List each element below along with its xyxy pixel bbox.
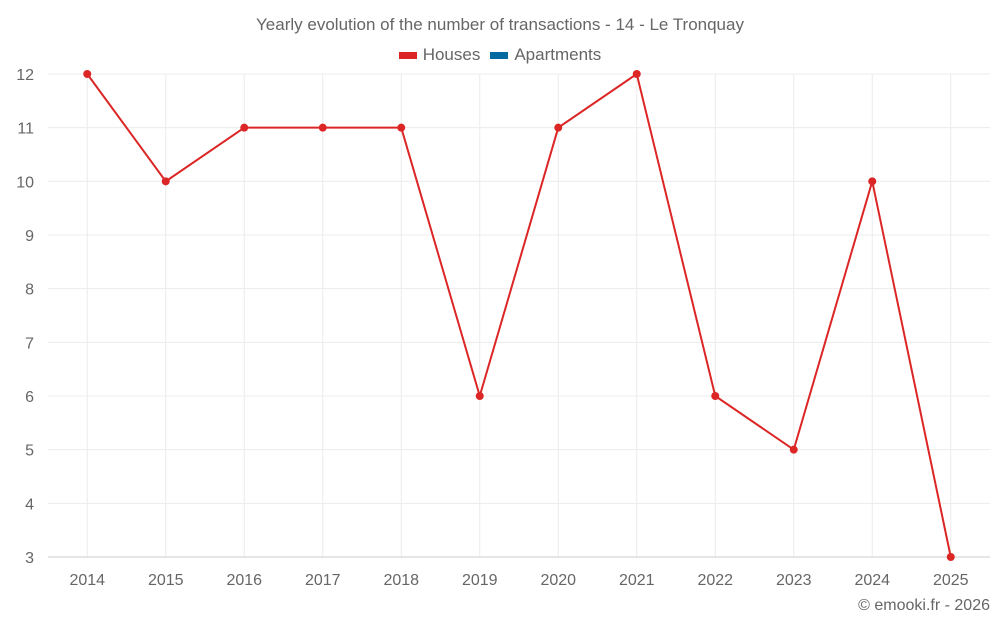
y-tick-label: 4	[25, 496, 34, 513]
chart-title: Yearly evolution of the number of transa…	[256, 15, 744, 34]
y-tick-label: 10	[16, 174, 34, 191]
credit: © emooki.fr - 2026	[858, 597, 990, 614]
x-tick-label: 2020	[540, 572, 576, 589]
y-tick-label: 12	[16, 67, 34, 84]
x-tick-label: 2017	[305, 572, 341, 589]
x-tick-label: 2023	[776, 572, 812, 589]
legend-label-apartments: Apartments	[514, 45, 602, 64]
y-tick-label: 8	[25, 282, 34, 299]
y-tick-label: 5	[25, 443, 34, 460]
data-point-houses	[946, 553, 955, 561]
data-point-houses	[240, 123, 249, 132]
series-line-houses	[86, 72, 952, 558]
data-point-houses	[868, 177, 877, 186]
y-tick-label: 9	[25, 228, 34, 245]
data-point-houses	[161, 177, 170, 186]
data-point-houses	[789, 445, 798, 454]
data-point-houses	[318, 123, 327, 132]
x-tick-label: 2019	[462, 572, 498, 589]
x-tick-label: 2016	[226, 572, 262, 589]
x-tick-label: 2022	[697, 572, 733, 589]
data-point-houses	[397, 123, 406, 132]
y-tick-label: 7	[25, 335, 34, 352]
y-tick-label: 6	[25, 389, 34, 406]
legend: Houses Apartments	[0, 45, 1000, 65]
legend-item-apartments[interactable]: Apartments	[490, 45, 601, 65]
x-tick-label: 2015	[148, 572, 184, 589]
x-tick-label: 2021	[619, 572, 655, 589]
data-point-houses	[711, 392, 720, 400]
data-point-houses	[554, 123, 563, 132]
data-point-houses	[475, 392, 484, 400]
legend-item-houses[interactable]: Houses	[398, 45, 481, 65]
y-tick-label: 11	[17, 121, 34, 138]
data-point-houses	[632, 70, 641, 78]
y-tick-label: 3	[25, 550, 34, 567]
legend-label-houses: Houses	[422, 45, 481, 64]
legend-swatch-apartments	[490, 51, 509, 59]
legend-swatch-houses	[398, 51, 417, 59]
x-tick-label: 2014	[69, 572, 105, 589]
x-tick-label: 2018	[383, 572, 419, 589]
data-point-houses	[83, 70, 92, 78]
x-tick-label: 2025	[933, 572, 969, 589]
x-tick-label: 2024	[854, 572, 890, 589]
